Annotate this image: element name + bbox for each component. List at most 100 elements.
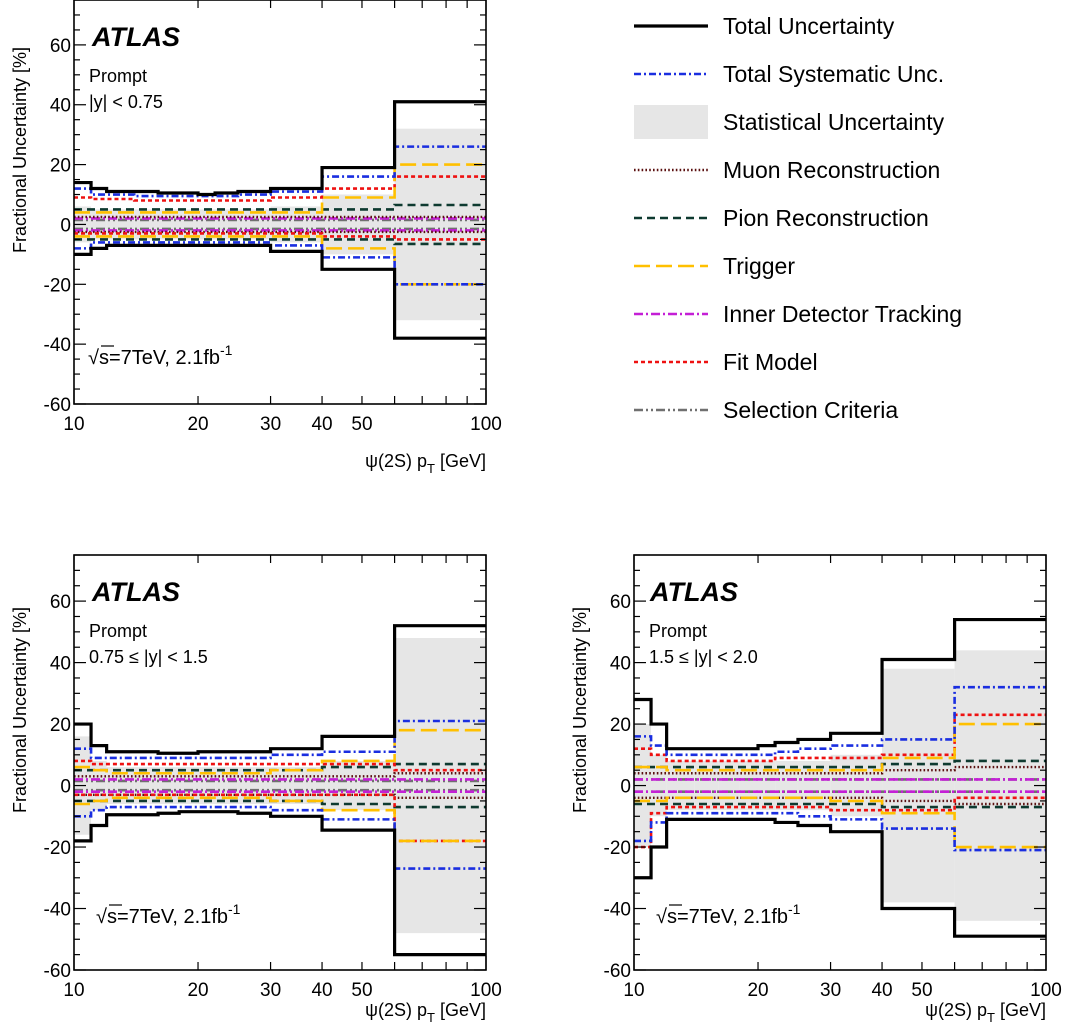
sqrt-symbol: √ xyxy=(88,347,99,369)
y-tick-label: -60 xyxy=(604,961,631,982)
series-fit-model-down xyxy=(74,793,486,843)
panel-marks: -60 -40 -20 0 20 40 60 10 20 30 40 50 100 xyxy=(604,554,1062,1001)
plot-area xyxy=(74,624,486,957)
legend-label: Inner Detector Tracking xyxy=(723,301,962,327)
stat-band-bin xyxy=(797,760,831,811)
lumi-exponent: -1 xyxy=(220,342,233,358)
series-trigger-down xyxy=(74,235,486,286)
x-axis-label: ψ(2S) pT [GeV] xyxy=(365,1000,486,1025)
y-axis-ticks xyxy=(634,554,1046,971)
y-tick-label: -20 xyxy=(44,275,71,296)
series-total-systematic-unc-up xyxy=(634,685,1046,757)
stat-band-bin xyxy=(882,668,955,903)
series-total-uncertainty-up xyxy=(634,617,1046,751)
x-axis-label: ψ(2S) pT [GeV] xyxy=(365,451,486,476)
y-tick-label: 60 xyxy=(610,592,631,613)
y-tick-label: -60 xyxy=(44,395,71,416)
energy-lumi: =7TeV, 2.1fb xyxy=(109,347,220,369)
y-tick-label: 0 xyxy=(60,215,71,236)
sqrt-symbol: √ xyxy=(656,906,667,928)
x-tick-label: 20 xyxy=(187,980,208,1001)
series-trigger-up xyxy=(74,163,486,214)
energy-label: √s=7TeV, 2.1fb-1 xyxy=(96,901,241,928)
x-tick-label: 30 xyxy=(820,980,841,1001)
series-trigger-up xyxy=(634,722,1046,772)
y-tick-label: -40 xyxy=(604,900,631,921)
rapidity-range: |y| < 0.75 xyxy=(89,92,163,112)
y-axis-label: Fractional Uncertainty [%] xyxy=(10,47,30,253)
series-muon-reconstruction-up xyxy=(74,772,486,778)
stat-band-bin xyxy=(215,767,238,804)
x-tick-label: 50 xyxy=(351,414,372,435)
series-pion-reconstruction-up xyxy=(74,203,486,211)
stat-band-bin xyxy=(322,194,395,255)
stat-band xyxy=(74,638,486,934)
y-tick-label: 40 xyxy=(50,654,71,675)
plot-frame xyxy=(73,554,487,971)
series-total-uncertainty-down xyxy=(74,810,486,957)
y-axis-ticks xyxy=(74,0,486,405)
experiment-label: ATLAS xyxy=(91,22,180,52)
y-axis-label: Fractional Uncertainty [%] xyxy=(10,607,30,813)
series-pion-reconstruction-down xyxy=(74,238,486,246)
experiment-label: ATLAS xyxy=(91,577,180,607)
selection-title: Prompt xyxy=(649,621,707,641)
x-tick-label: 40 xyxy=(311,980,332,1001)
legend-item-trigger: Trigger xyxy=(634,253,795,279)
series-pion-reconstruction-up xyxy=(634,759,1046,769)
series-fit-model-up xyxy=(74,759,486,772)
y-tick-label: -20 xyxy=(44,838,71,859)
legend-item-total-systematic-unc: Total Systematic Unc. xyxy=(634,61,944,87)
y-tick-label: 20 xyxy=(50,715,71,736)
stat-band-bin xyxy=(158,209,180,240)
legend-item-pion-reconstruction: Pion Reconstruction xyxy=(634,205,929,231)
energy-lumi: =7TeV, 2.1fb xyxy=(117,906,228,928)
y-tick-label: 20 xyxy=(50,156,71,177)
y-tick-label: -40 xyxy=(44,900,71,921)
legend-swatch xyxy=(634,105,708,139)
y-tick-label: 60 xyxy=(50,36,71,57)
stat-band-bin xyxy=(91,209,107,240)
panel-bottom-right: -60 -40 -20 0 20 40 60 10 20 30 40 50 100 Fractional… xyxy=(570,554,1062,1025)
series-fit-model-down xyxy=(634,796,1046,849)
x-axis-ticks xyxy=(73,0,487,404)
stat-band-bin xyxy=(179,209,199,240)
y-tick-label: -20 xyxy=(604,838,631,859)
x-axis-label: ψ(2S) pT [GeV] xyxy=(925,1000,1046,1025)
series-total-systematic-unc-down xyxy=(74,805,486,870)
series-total-systematic-unc-down xyxy=(74,241,486,286)
legend-label: Trigger xyxy=(723,253,795,279)
stat-band-bin xyxy=(954,650,1046,921)
series-pion-reconstruction-down xyxy=(634,802,1046,809)
stat-band-bin xyxy=(198,209,216,240)
plot-frame xyxy=(633,554,1047,971)
series-total-uncertainty-down xyxy=(634,817,1046,938)
series-total-uncertainty-up xyxy=(74,100,486,197)
selection-title: Prompt xyxy=(89,621,147,641)
series-trigger-down xyxy=(74,796,486,843)
lumi-exponent: -1 xyxy=(228,901,241,917)
svg-text:√s=7TeV, 2.1fb-1: √s=7TeV, 2.1fb-1 xyxy=(88,342,233,369)
y-tick-label: 40 xyxy=(610,654,631,675)
x-tick-label: 20 xyxy=(747,980,768,1001)
panel-marks: -60 -40 -20 0 20 40 60 10 20 30 40 50 100 xyxy=(44,554,502,1001)
sqrt-symbol: √ xyxy=(96,906,107,928)
plot-area xyxy=(634,617,1046,938)
x-tick-label: 30 xyxy=(260,414,281,435)
svg-text:√s=7TeV, 2.1fb-1: √s=7TeV, 2.1fb-1 xyxy=(96,901,241,928)
y-tick-label: -60 xyxy=(44,961,71,982)
legend-label: Selection Criteria xyxy=(723,397,898,423)
energy-lumi: =7TeV, 2.1fb xyxy=(677,906,788,928)
series-pion-reconstruction-down xyxy=(74,799,486,809)
legend-item-total-uncertainty: Total Uncertainty xyxy=(634,13,895,39)
panel-top-left: -60 -40 -20 0 20 40 60 10 20 30 40 50 100 Fractional… xyxy=(10,0,502,476)
stat-band-bin xyxy=(394,638,486,934)
stat-band-bin xyxy=(322,760,395,811)
stat-band-bin xyxy=(830,754,883,817)
x-tick-label: 30 xyxy=(260,980,281,1001)
sqrt-s: s xyxy=(99,347,109,369)
plot-frame xyxy=(73,0,487,405)
legend-label: Statistical Uncertainty xyxy=(723,109,945,135)
stat-band-bin xyxy=(134,209,159,240)
